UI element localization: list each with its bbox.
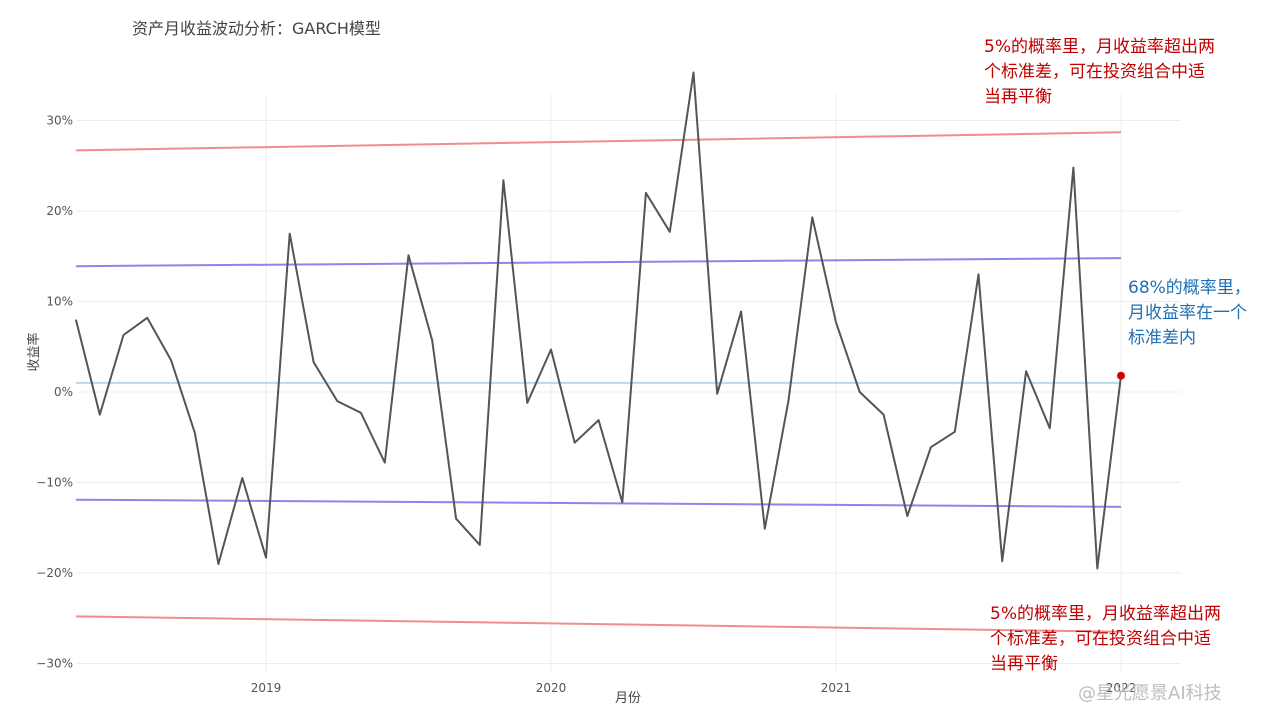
annotation-lower-band: 5%的概率里，月收益率超出两 个标准差，可在投资组合中适 当再平衡 — [990, 604, 1221, 674]
x-tick-label: 2022 — [1106, 681, 1137, 695]
y-tick-label: 30% — [46, 114, 73, 128]
y-tick-labels: −30% −20% −10% 0% 10% 20% 30% — [36, 114, 73, 671]
upper-1std-line — [75, 257, 1122, 268]
y-tick-label: −20% — [36, 566, 73, 580]
annotation-upper-band: 5%的概率里，月收益率超出两 个标准差，可在投资组合中适 当再平衡 — [984, 37, 1215, 107]
x-tick-labels: 2019 2020 2021 2022 — [251, 681, 1137, 695]
x-tick-label: 2019 — [251, 681, 282, 695]
series-lines — [74, 71, 1125, 633]
y-axis-label: 收益率 — [26, 332, 42, 371]
annotation-one-std: 68%的概率里， 月收益率在一个 标准差内 — [1128, 278, 1251, 348]
x-tick-label: 2021 — [821, 681, 852, 695]
chart-title: 资产月收益波动分析：GARCH模型 — [132, 19, 381, 38]
y-tick-label: −30% — [36, 657, 73, 671]
y-tick-label: 10% — [46, 295, 73, 309]
x-tick-label: 2020 — [536, 681, 567, 695]
upper-2std-line — [75, 131, 1122, 152]
y-tick-label: 0% — [54, 385, 73, 399]
y-tick-label: 20% — [46, 204, 73, 218]
lower-2std-line — [75, 615, 1122, 633]
latest-point-marker — [1117, 371, 1125, 380]
y-tick-label: −10% — [36, 476, 73, 490]
returns-line — [74, 71, 1122, 570]
watermark: @星光愿景AI科技 — [1078, 683, 1222, 704]
x-axis-label: 月份 — [615, 691, 641, 706]
